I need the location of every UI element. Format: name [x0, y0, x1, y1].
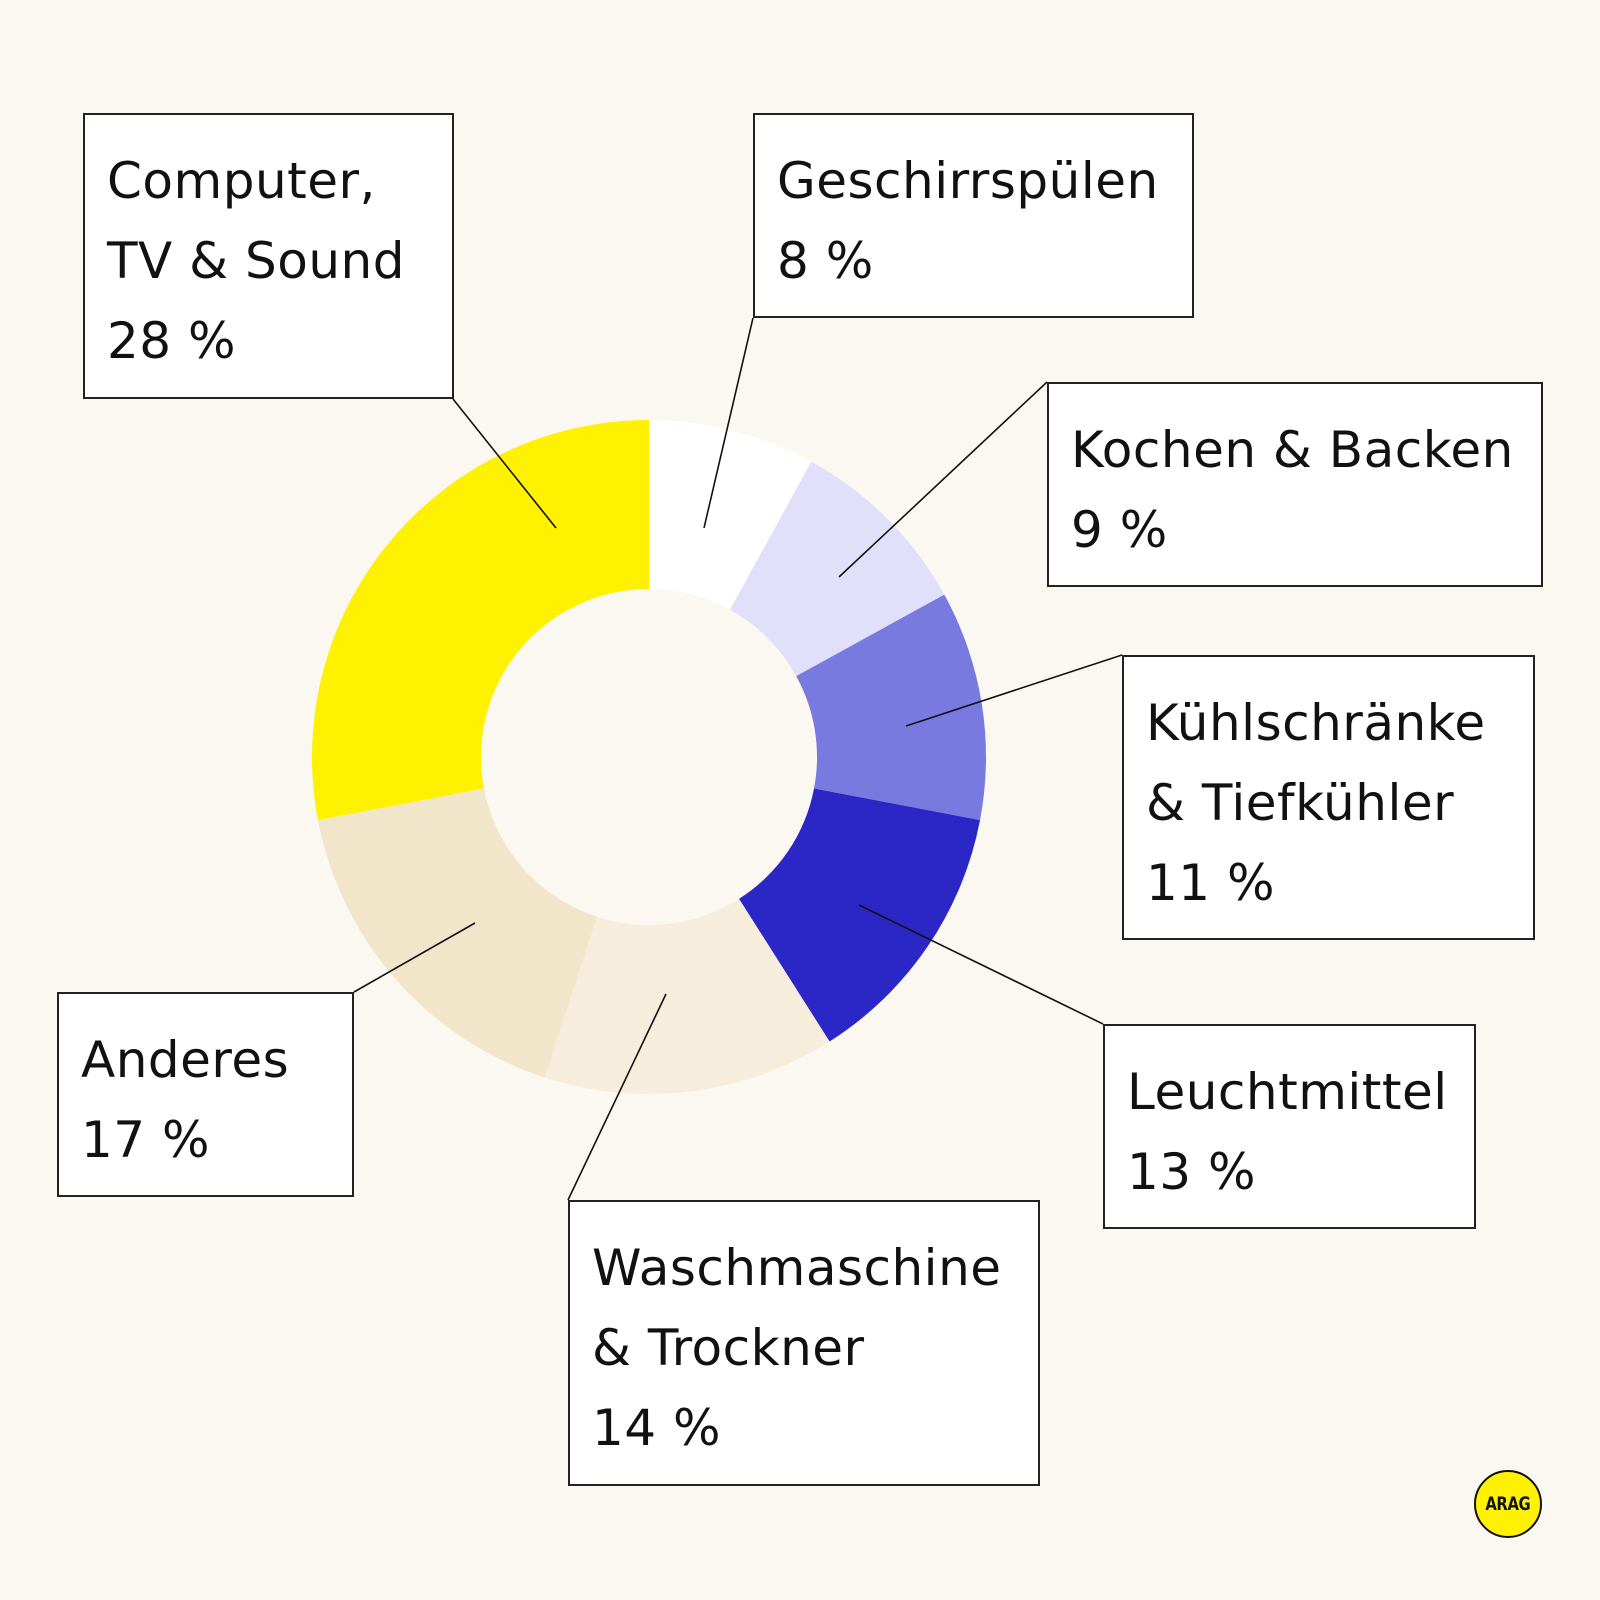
- label-kochen-line-1: Kochen & Backen: [1071, 421, 1514, 479]
- label-computer: Computer, TV & Sound 28 %: [83, 113, 454, 399]
- label-computer-value: 28 %: [107, 312, 237, 370]
- label-leucht: Leuchtmittel 13 %: [1103, 1024, 1476, 1229]
- arag-logo: ARAG: [1474, 1470, 1542, 1538]
- label-anderes: Anderes 17 %: [57, 992, 354, 1197]
- label-geschirr-line-1: Geschirrspülen: [777, 152, 1159, 210]
- label-kochen: Kochen & Backen 9 %: [1047, 382, 1543, 587]
- label-kuehl-value: 11 %: [1146, 854, 1276, 912]
- label-geschirr-value: 8 %: [777, 232, 874, 290]
- arag-logo-text: ARAG: [1485, 1493, 1531, 1515]
- label-geschirr: Geschirrspülen 8 %: [753, 113, 1194, 318]
- slice-wasch: [544, 898, 830, 1094]
- slice-geschirr: [649, 420, 812, 610]
- label-computer-line-1: Computer,: [107, 152, 376, 210]
- label-wasch-line-2: & Trockner: [592, 1319, 865, 1377]
- leader-line-leucht: [858, 904, 1104, 1025]
- slice-kochen: [729, 461, 945, 677]
- leader-line-kuehl: [905, 654, 1123, 727]
- slice-leucht: [739, 788, 981, 1042]
- label-wasch: Waschmaschine & Trockner 14 %: [568, 1200, 1040, 1486]
- label-leucht-value: 13 %: [1127, 1143, 1257, 1201]
- label-kuehl: Kühlschränke & Tiefkühler 11 %: [1122, 655, 1535, 940]
- slice-kuehl: [796, 594, 986, 821]
- leader-line-wasch: [567, 993, 667, 1201]
- leader-line-anderes: [353, 922, 476, 993]
- leader-line-computer: [452, 398, 557, 529]
- leader-lines: [353, 317, 1123, 1201]
- label-computer-line-2: TV & Sound: [107, 232, 405, 290]
- leader-line-geschirr: [703, 317, 754, 529]
- label-wasch-line-1: Waschmaschine: [592, 1239, 1002, 1297]
- label-wasch-value: 14 %: [592, 1399, 722, 1457]
- label-kochen-value: 9 %: [1071, 501, 1168, 559]
- label-anderes-value: 17 %: [81, 1111, 211, 1169]
- label-kuehl-line-2: & Tiefkühler: [1146, 774, 1455, 832]
- donut-slices: [312, 420, 986, 1094]
- label-anderes-line-1: Anderes: [81, 1031, 290, 1089]
- slice-computer: [312, 420, 649, 821]
- label-leucht-line-1: Leuchtmittel: [1127, 1063, 1448, 1121]
- label-kuehl-line-1: Kühlschränke: [1146, 694, 1486, 752]
- leader-line-kochen: [838, 381, 1048, 578]
